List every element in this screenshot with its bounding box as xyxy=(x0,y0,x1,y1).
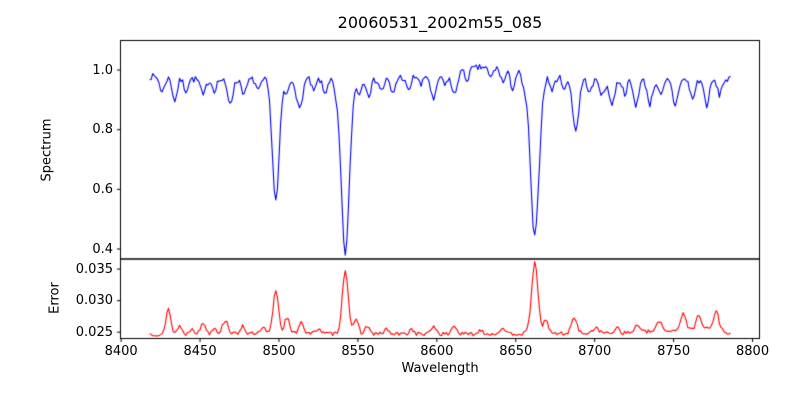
y-tick-label: 0.8 xyxy=(92,122,113,138)
y-tick-label: 0.035 xyxy=(75,261,113,277)
x-tick-label: 8400 xyxy=(104,344,138,359)
x-axis-label: Wavelength xyxy=(401,361,479,376)
y-tick-label: 0.030 xyxy=(75,293,113,309)
x-tick-label: 8750 xyxy=(657,344,691,359)
x-tick-label: 8550 xyxy=(341,344,375,359)
x-tick-label: 8800 xyxy=(736,344,770,359)
x-tick-label: 8500 xyxy=(262,344,296,359)
y-tick-label: 1.0 xyxy=(92,62,113,78)
y-tick-label: 0.025 xyxy=(75,324,113,340)
x-tick-label: 8650 xyxy=(499,344,533,359)
x-tick-label: 8600 xyxy=(420,344,454,359)
y-tick-label: 0.4 xyxy=(92,241,113,257)
x-tick-label: 8450 xyxy=(183,344,217,359)
x-tick-label: 8700 xyxy=(578,344,612,359)
y-tick-label: 0.6 xyxy=(92,181,113,197)
plot-title: 20060531_2002m55_085 xyxy=(337,13,543,32)
